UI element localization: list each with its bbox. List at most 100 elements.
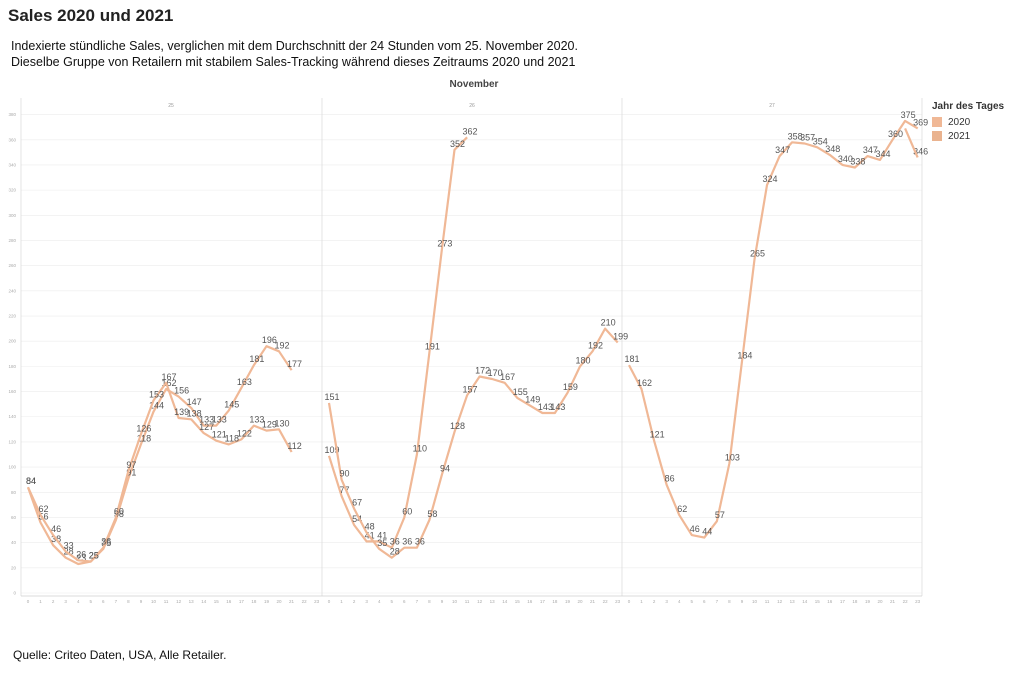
- data-label-2021: 112: [287, 441, 301, 451]
- y-tick-label: 100: [8, 465, 16, 470]
- data-label-2020: 84: [26, 476, 36, 486]
- y-tick-label: 60: [11, 515, 17, 520]
- x-tick-label: 12: [777, 599, 783, 604]
- data-label-2021: 26: [76, 549, 86, 559]
- data-label-2020: 41: [377, 530, 387, 540]
- data-label-2020: 118: [137, 433, 151, 443]
- data-label-2021: 155: [513, 387, 528, 397]
- x-tick-label: 4: [77, 599, 80, 604]
- data-label-2020: 36: [390, 537, 400, 547]
- legend: Jahr des Tages 2020 2021: [932, 101, 1004, 143]
- data-label-2020: 162: [162, 378, 177, 388]
- data-label-2021: 57: [715, 510, 725, 520]
- chart-title: Sales 2020 und 2021: [8, 6, 174, 25]
- data-label-2020: 133: [199, 415, 214, 425]
- data-label-2021: 36: [415, 537, 425, 547]
- x-tick-label: 9: [741, 599, 744, 604]
- data-label-2021: 181: [624, 354, 639, 364]
- data-label-2021: 128: [450, 421, 465, 431]
- x-tick-label: 16: [226, 599, 232, 604]
- data-label-2021: 340: [838, 154, 853, 164]
- data-label-2020: 133: [212, 415, 227, 425]
- x-tick-label: 9: [140, 599, 143, 604]
- data-label-2021: 172: [475, 365, 490, 375]
- legend-swatch-2020: [932, 117, 942, 127]
- y-tick-label: 160: [8, 389, 16, 394]
- data-label-2021: 60: [114, 506, 124, 516]
- x-tick-label: 19: [865, 599, 871, 604]
- panel-header-25: 25: [168, 103, 174, 109]
- series-line-2021-end: [904, 128, 919, 158]
- y-tick-label: 200: [8, 339, 16, 344]
- x-tick-label: 16: [527, 599, 533, 604]
- x-tick-label: 23: [915, 599, 921, 604]
- data-label-2021: 210: [601, 318, 616, 328]
- x-tick-label: 17: [239, 599, 245, 604]
- x-tick-label: 8: [127, 599, 130, 604]
- data-label-2021: 121: [212, 430, 227, 440]
- y-tick-label: 240: [8, 288, 16, 293]
- data-label-2021: 347: [863, 145, 878, 155]
- x-tick-label: 0: [628, 599, 631, 604]
- data-label-2021: 167: [162, 372, 177, 382]
- data-label-2021: 192: [588, 340, 603, 350]
- data-label-2020: 58: [114, 509, 124, 519]
- chart-axis-title: November: [450, 79, 499, 90]
- legend-label-2021: 2021: [948, 130, 971, 142]
- x-tick-label: 2: [353, 599, 356, 604]
- x-tick-label: 16: [827, 599, 833, 604]
- data-label-2021: 35: [377, 538, 387, 548]
- data-label-2021: 162: [637, 378, 652, 388]
- legend-title: Jahr des Tages: [932, 101, 1005, 112]
- x-tick-label: 8: [428, 599, 431, 604]
- series-line-2021: [327, 327, 619, 559]
- data-label-2021: 348: [825, 144, 840, 154]
- data-label-2021: 159: [563, 382, 578, 392]
- x-tick-label: 22: [603, 599, 609, 604]
- x-tick-label: 17: [540, 599, 546, 604]
- data-label-2021: 375: [901, 110, 916, 120]
- x-tick-label: 18: [251, 599, 257, 604]
- data-label-2021: 199: [613, 331, 628, 341]
- x-tick-label: 15: [515, 599, 521, 604]
- x-tick-label: 13: [490, 599, 496, 604]
- x-tick-label: 9: [441, 599, 444, 604]
- data-label-2021: 25: [89, 551, 99, 561]
- x-tick-label: 23: [314, 599, 320, 604]
- x-tick-label: 10: [752, 599, 758, 604]
- data-label-2020: 362: [463, 126, 478, 136]
- x-tick-label: 20: [877, 599, 883, 604]
- data-label-2021: 167: [500, 372, 515, 382]
- data-label-2021: 86: [665, 474, 675, 484]
- data-label-2020: 352: [450, 139, 465, 149]
- legend-item-2021[interactable]: 2021: [932, 129, 1004, 143]
- y-tick-label: 0: [13, 591, 16, 596]
- data-label-2021: 360: [888, 129, 903, 139]
- legend-item-2020[interactable]: 2020: [932, 115, 1004, 129]
- y-tick-label: 300: [8, 213, 16, 218]
- data-label-2020: 54: [352, 514, 362, 524]
- x-tick-label: 20: [577, 599, 583, 604]
- data-label-2020: 177: [287, 359, 302, 369]
- panel-header-27: 27: [769, 103, 775, 109]
- series-line-2021: [26, 381, 293, 563]
- data-label-2021: 354: [813, 136, 828, 146]
- data-label-2021: 133: [249, 415, 264, 425]
- x-tick-label: 23: [615, 599, 621, 604]
- data-label-2021: 324: [763, 174, 778, 184]
- y-tick-label: 140: [8, 414, 16, 419]
- data-label-2021: 36: [402, 537, 412, 547]
- data-label-2020: 273: [437, 238, 452, 248]
- x-tick-label: 21: [590, 599, 596, 604]
- data-label-2020: 109: [324, 445, 339, 455]
- x-tick-label: 7: [115, 599, 118, 604]
- data-label-2021: 157: [463, 384, 478, 394]
- data-label-2020: 23: [76, 553, 86, 563]
- data-label-2021: 33: [64, 540, 74, 550]
- x-tick-label: 1: [39, 599, 42, 604]
- data-label-2021: 97: [126, 460, 136, 470]
- x-tick-label: 11: [164, 599, 169, 604]
- data-label-2021: 151: [324, 392, 339, 402]
- data-label-2020: 77: [340, 485, 350, 495]
- x-tick-label: 22: [903, 599, 909, 604]
